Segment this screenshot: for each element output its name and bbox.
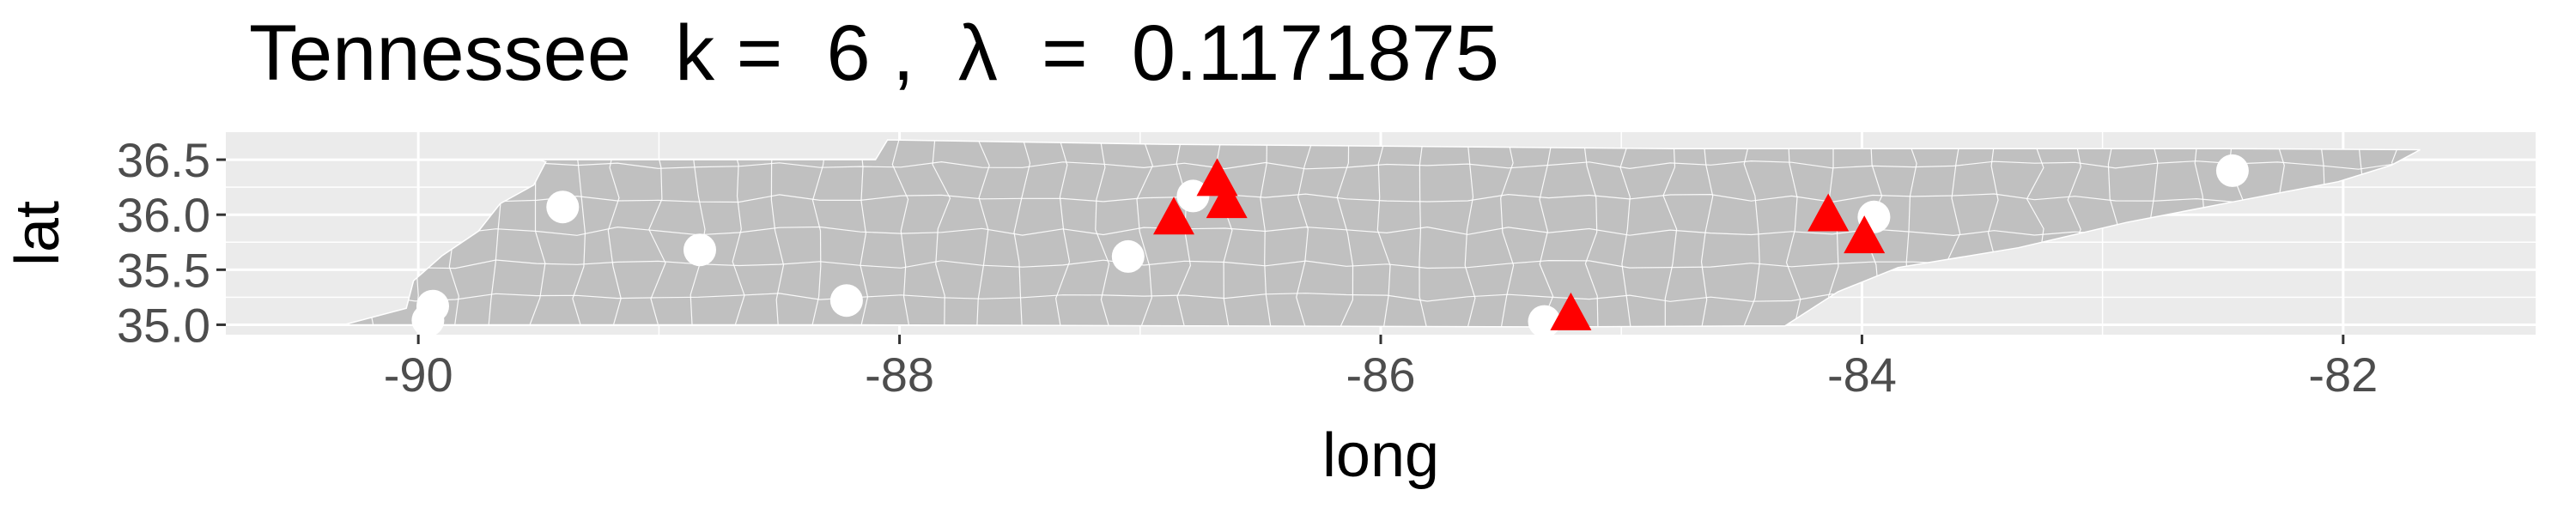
x-tick-label: -84: [1827, 348, 1897, 402]
circle-marker: [683, 233, 716, 267]
x-tick-label: -86: [1346, 348, 1416, 402]
county-border: [1419, 140, 1429, 327]
county-border: [770, 140, 785, 327]
county-border: [690, 140, 706, 327]
county-border: [932, 140, 951, 327]
county-border: [343, 193, 2421, 203]
county-border: [810, 140, 829, 327]
triangle-marker: [1206, 180, 1248, 219]
county-border: [1539, 140, 1555, 327]
x-axis-ticks: -90 -88 -86 -84 -82: [384, 335, 2378, 402]
county-border: [1500, 140, 1515, 327]
county-border: [891, 140, 911, 327]
y-tick-label: 36.5: [117, 133, 210, 187]
x-tick-label: -88: [865, 348, 934, 402]
county-border: [648, 140, 666, 327]
x-tick-label: -82: [2308, 348, 2378, 402]
y-axis-label: lat: [3, 201, 72, 266]
y-axis-ticks: 35.035.536.036.5: [117, 133, 226, 352]
y-tick-label: 35.0: [117, 298, 210, 352]
county-border: [343, 160, 2421, 170]
state-region: [343, 139, 2421, 328]
circle-marker: [411, 304, 445, 337]
county-border: [1260, 140, 1273, 327]
circle-marker: [2215, 154, 2249, 187]
county-border: [1741, 140, 1760, 327]
x-axis-label: long: [1322, 421, 1439, 490]
triangle-marker: [1550, 292, 1592, 330]
triangle-marker: [1807, 193, 1850, 232]
circle-marker: [1111, 239, 1145, 273]
triangle-marker: [1153, 197, 1194, 235]
y-tick-label: 36.0: [117, 188, 210, 242]
triangle-marker: [1844, 215, 1886, 254]
county-border: [1464, 140, 1476, 327]
chart-title: Tennessee k = 6 , λ = 0.1171875: [249, 9, 1499, 97]
county-border: [1662, 140, 1678, 327]
y-tick-label: 35.5: [117, 243, 210, 297]
county-border: [572, 140, 586, 327]
county-border: [1296, 140, 1315, 327]
x-tick-label: -90: [384, 348, 453, 402]
triangle-markers: [1153, 158, 1886, 330]
county-border: [1619, 140, 1633, 327]
circle-marker: [829, 284, 863, 318]
county-border: [1095, 140, 1112, 327]
county-border: [1582, 140, 1599, 327]
county-border: [1336, 140, 1354, 327]
circle-marker: [546, 190, 580, 224]
county-border: [1136, 140, 1153, 327]
county-border: [1054, 140, 1071, 327]
